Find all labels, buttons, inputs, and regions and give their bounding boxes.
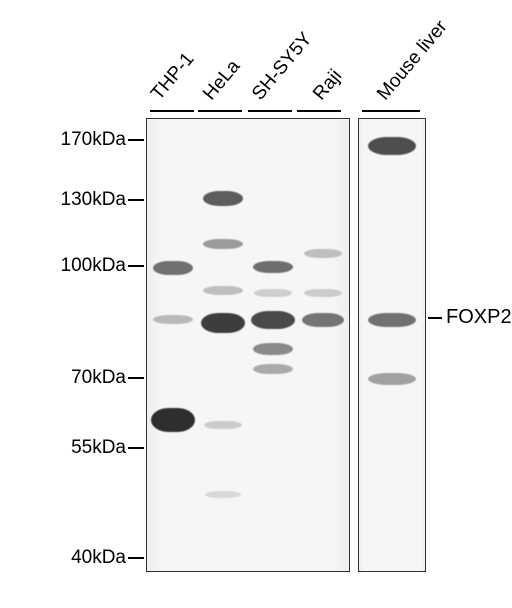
protein-band [253,343,293,355]
protein-band [304,289,342,297]
protein-band [151,408,195,432]
lane-label: THP-1 [147,49,199,105]
protein-band [153,315,193,324]
western-blot-figure: 170kDa 130kDa 100kDa 70kDa 55kDa 40kDa THP-1H… [0,0,512,608]
mw-tick [128,139,144,141]
lane-underline [150,110,194,112]
lane-underline [248,110,292,112]
mw-tick [128,557,144,559]
protein-band [304,249,342,258]
mw-label: 170kDa [61,129,127,151]
protein-band [254,289,292,297]
lane-label: Mouse liver [373,16,452,105]
mw-tick [128,377,144,379]
mw-label: 55kDa [71,437,126,459]
protein-band [253,364,293,374]
protein-band [204,421,242,429]
blot-panel-main [146,118,350,572]
protein-band [251,311,295,329]
mw-label: 100kDa [61,255,127,277]
lane-underline [198,110,242,112]
protein-band [203,239,243,249]
mw-label: 40kDa [71,547,126,569]
lane-label: SH-SY5Y [248,29,317,105]
foxp2-label: FOXP2 [446,306,512,329]
foxp2-tick [428,317,442,319]
blot-panel-mouse-liver [358,118,426,572]
protein-band [201,313,245,333]
mw-tick [128,265,144,267]
protein-band [368,137,416,155]
mw-label: 70kDa [71,367,126,389]
protein-band [203,191,243,206]
protein-band [203,286,243,295]
mw-tick [128,199,144,201]
protein-band [368,373,416,385]
lane-underline [362,110,420,112]
lane-label: Raji [309,66,347,105]
lane-label: HeLa [199,56,245,105]
protein-band [253,261,293,273]
mw-tick [128,447,144,449]
mw-label: 130kDa [61,189,127,211]
protein-band [302,313,344,327]
protein-band [153,261,193,275]
lane-underline [297,110,341,112]
protein-band [205,491,241,498]
protein-band [368,313,416,327]
